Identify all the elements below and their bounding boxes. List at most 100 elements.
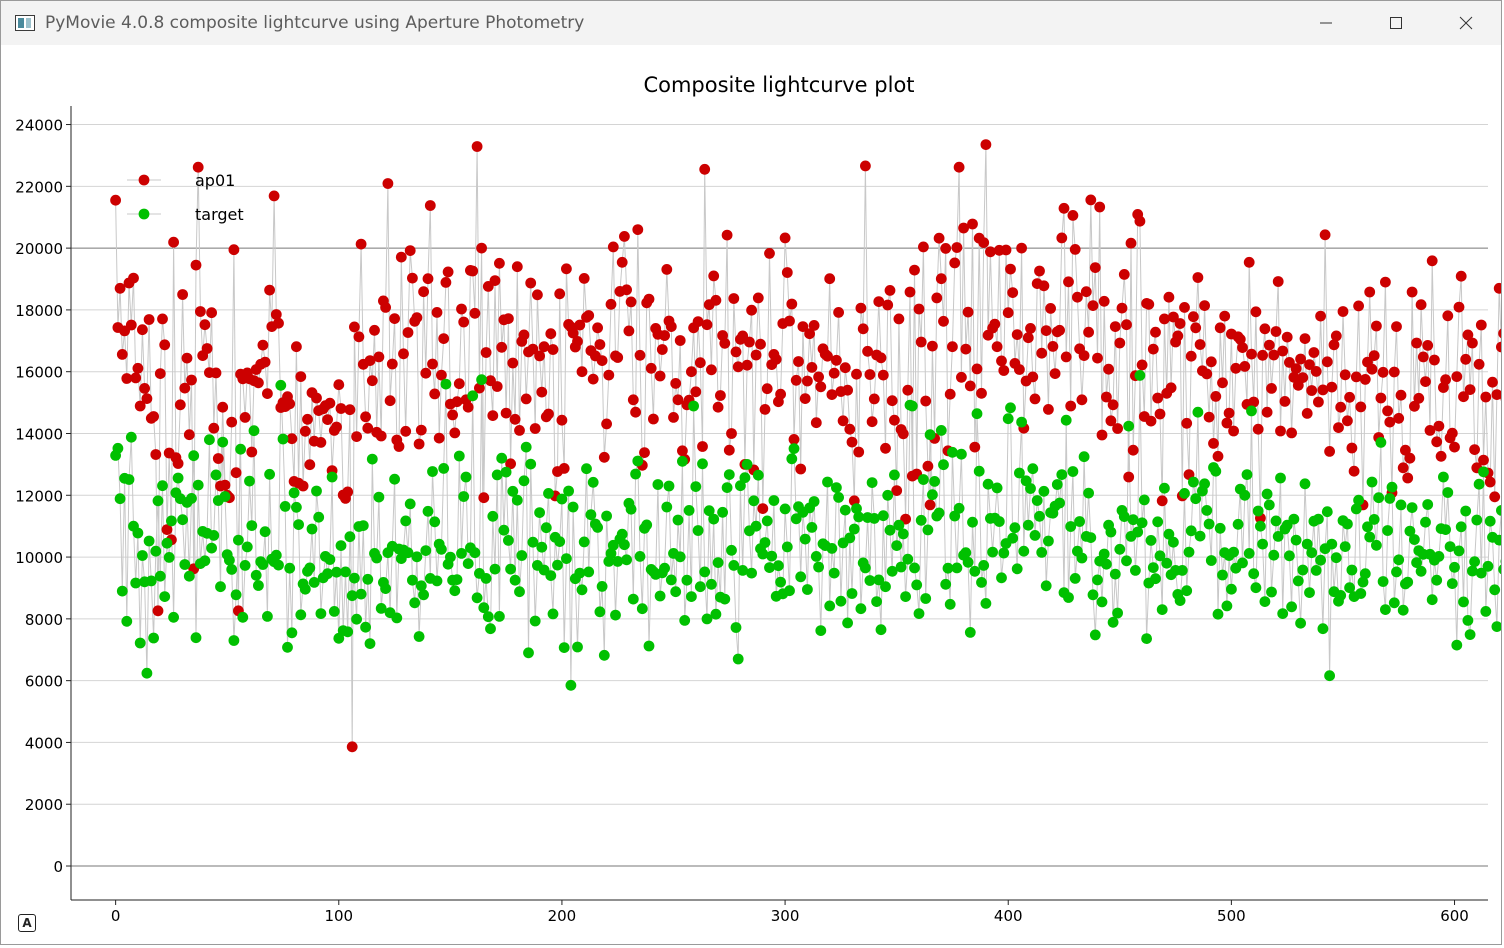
y-tick-label: 0 bbox=[53, 858, 63, 876]
data-point bbox=[868, 393, 880, 405]
data-point bbox=[621, 554, 632, 566]
data-point bbox=[1315, 554, 1326, 566]
lightcurve-chart[interactable]: Composite lightcurve plot 02000400060008… bbox=[1, 45, 1504, 944]
data-point bbox=[536, 541, 548, 553]
data-point bbox=[1145, 415, 1157, 427]
data-point bbox=[467, 265, 479, 277]
data-point bbox=[1270, 326, 1282, 337]
data-point bbox=[380, 583, 391, 594]
data-point bbox=[449, 427, 461, 439]
data-point bbox=[1250, 582, 1262, 594]
data-point bbox=[1433, 551, 1445, 562]
data-point bbox=[953, 502, 965, 514]
x-tick-label: 300 bbox=[771, 907, 800, 925]
data-point bbox=[795, 571, 807, 583]
data-point bbox=[576, 584, 588, 596]
data-point bbox=[1393, 412, 1405, 424]
data-point bbox=[891, 540, 903, 551]
maximize-button[interactable] bbox=[1361, 1, 1431, 45]
data-point bbox=[195, 306, 206, 317]
x-tick-label: 200 bbox=[548, 907, 577, 925]
data-point bbox=[154, 570, 166, 582]
data-point bbox=[1279, 396, 1291, 407]
data-point bbox=[634, 349, 646, 361]
data-point bbox=[1431, 574, 1443, 586]
data-point bbox=[282, 641, 293, 653]
data-point bbox=[799, 533, 811, 545]
data-point bbox=[1181, 585, 1193, 597]
data-point bbox=[1076, 394, 1088, 406]
data-point bbox=[706, 364, 717, 376]
data-point bbox=[853, 446, 865, 458]
data-point bbox=[1047, 341, 1059, 352]
data-point bbox=[578, 273, 590, 284]
data-point bbox=[726, 428, 737, 439]
data-point bbox=[813, 371, 824, 383]
data-point bbox=[652, 479, 664, 490]
data-point bbox=[1420, 376, 1431, 387]
data-point bbox=[909, 562, 920, 574]
close-button[interactable] bbox=[1431, 1, 1501, 45]
data-point bbox=[1301, 408, 1313, 419]
x-tick-label: 500 bbox=[1217, 907, 1246, 925]
data-point bbox=[402, 547, 414, 559]
auto-range-button[interactable]: A bbox=[18, 914, 36, 932]
chart-title: Composite lightcurve plot bbox=[643, 73, 914, 97]
data-point bbox=[1002, 413, 1014, 425]
data-point bbox=[1103, 363, 1114, 375]
data-point bbox=[391, 612, 403, 624]
data-point bbox=[123, 474, 135, 485]
data-point bbox=[648, 413, 659, 425]
data-point bbox=[150, 545, 162, 557]
data-point bbox=[882, 299, 894, 311]
data-point bbox=[795, 463, 807, 475]
data-point bbox=[1324, 670, 1335, 682]
data-point bbox=[1440, 524, 1451, 535]
data-point bbox=[1451, 371, 1463, 382]
data-point bbox=[605, 298, 617, 310]
data-point bbox=[478, 492, 490, 504]
data-point bbox=[1420, 516, 1431, 528]
data-point bbox=[973, 465, 985, 477]
data-point bbox=[507, 485, 519, 497]
data-point bbox=[172, 472, 184, 484]
data-point bbox=[643, 293, 655, 305]
plot-area[interactable]: Composite lightcurve plot 0 2000 4000 6000 8… bbox=[1, 45, 1504, 948]
data-point bbox=[1339, 541, 1351, 552]
data-point bbox=[215, 581, 226, 593]
data-point bbox=[224, 554, 235, 566]
data-point bbox=[264, 468, 275, 480]
data-point bbox=[259, 526, 271, 538]
data-point bbox=[784, 585, 795, 597]
minimize-button[interactable] bbox=[1291, 1, 1361, 45]
data-point bbox=[1467, 565, 1478, 577]
data-point bbox=[1183, 546, 1195, 558]
data-point bbox=[1299, 333, 1311, 344]
data-point bbox=[291, 341, 302, 353]
data-point bbox=[1355, 588, 1367, 599]
data-point bbox=[900, 591, 911, 602]
data-point bbox=[134, 400, 146, 412]
data-point bbox=[322, 414, 333, 425]
data-point bbox=[1092, 574, 1103, 586]
data-point bbox=[1159, 482, 1170, 494]
data-point bbox=[342, 486, 354, 498]
data-point bbox=[523, 647, 534, 659]
data-point bbox=[708, 270, 720, 282]
data-point bbox=[451, 396, 463, 408]
data-point bbox=[346, 741, 358, 753]
data-point bbox=[476, 374, 487, 386]
legend-item-ap01[interactable]: ap01 bbox=[127, 171, 235, 190]
data-point bbox=[933, 507, 945, 519]
legend-item-target[interactable]: target bbox=[127, 205, 244, 224]
title-bar[interactable]: PyMovie 4.0.8 composite lightcurve using… bbox=[1, 1, 1501, 45]
data-point bbox=[1402, 576, 1414, 588]
data-point bbox=[1496, 341, 1504, 353]
data-point bbox=[1317, 623, 1329, 635]
data-point bbox=[279, 501, 291, 512]
data-point bbox=[971, 408, 983, 420]
data-point bbox=[206, 542, 218, 554]
legend[interactable]: ap01 target bbox=[127, 171, 244, 224]
data-point bbox=[1431, 436, 1443, 448]
data-point bbox=[826, 543, 838, 554]
